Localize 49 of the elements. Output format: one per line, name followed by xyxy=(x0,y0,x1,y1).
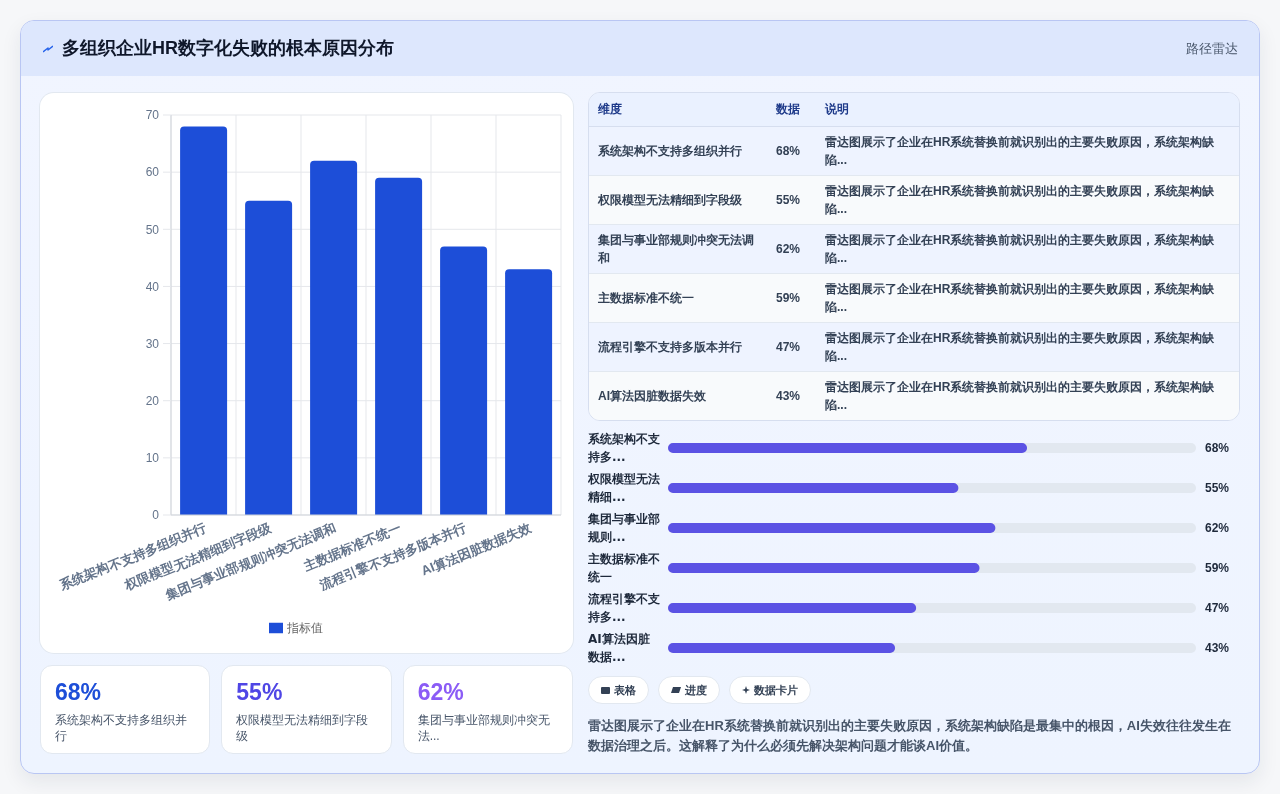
y-tick-label: 20 xyxy=(145,393,160,408)
text: 雷达图展示了企业在HR系统替换前就识别出的主要失败原因，系统架构缺陷是最集中的根因，AI失效往往发生在数据治理之后。这解释了为什么必须先解决架构问题才能谈AI价值。 xyxy=(588,717,1232,755)
category-label: 系统架构不支持多组织并行 xyxy=(55,712,188,744)
y-tick-label: 40 xyxy=(145,279,160,294)
y-tick-label: 70 xyxy=(145,108,160,123)
category-label: 权限模型无法精细到字段级 xyxy=(589,175,773,224)
text: 路径雷达 xyxy=(1186,40,1238,58)
table-row: 流程引擎不支持多版本并行 47% 雷达图展示了企业在HR系统替换前就识别出的主要失败原因，系统架构缺陷... xyxy=(589,322,1239,371)
table-row: AI算法因脏数据失效 43% 雷达图展示了企业在HR系统替换前就识别出的主要失败原因，系统架构缺陷... xyxy=(589,371,1239,420)
category-label: 权限模型无法精细到字段级 xyxy=(236,712,370,744)
text: 68% xyxy=(55,679,102,705)
chart-title: 多组织企业HR数字化失败的根本原因分布 xyxy=(62,37,394,60)
category-label: 流程引擎不支持多版本并行 xyxy=(589,322,773,371)
y-tick-label: 权限模型无法精细... xyxy=(587,472,660,504)
category-label: 表格 xyxy=(614,682,636,698)
bar xyxy=(180,126,228,515)
y-tick-label: 系统架构不支持多... xyxy=(587,432,660,464)
category-label: 集团与事业部规则冲突无法调和 xyxy=(589,224,773,273)
table-header: 维度 数据 说明 xyxy=(589,93,1239,126)
table-row: 集团与事业部规则冲突无法调和 62% 雷达图展示了企业在HR系统替换前就识别出的主要失败原因，系统架构缺陷... xyxy=(589,224,1239,273)
y-tick-label: 10 xyxy=(145,451,160,466)
data-label: 43% xyxy=(1205,641,1230,655)
y-tick-label: 50 xyxy=(145,222,160,237)
y-tick-label: 60 xyxy=(145,165,160,180)
y-tick-label: AI算法因脏数据... xyxy=(587,632,650,664)
y-tick-label: 流程引擎不支持多... xyxy=(587,592,660,624)
data-label: 55% xyxy=(1205,481,1230,495)
bar xyxy=(310,160,358,515)
category-label: 系统架构不支持多组织并行 xyxy=(597,142,743,160)
bar xyxy=(505,269,553,515)
data-label: 62% xyxy=(1205,521,1230,535)
bar xyxy=(245,200,293,515)
y-tick-label: 0 xyxy=(152,508,160,523)
category-label: 集团与事业部规则冲突无法... xyxy=(417,712,551,744)
data-label: 59% xyxy=(1205,561,1230,575)
legend-label: 指标值 xyxy=(286,621,323,635)
table-row: 主数据标准不统一 59% 雷达图展示了企业在HR系统替换前就识别出的主要失败原因，系统架构缺陷... xyxy=(589,273,1239,322)
y-tick-label: 集团与事业部规则... xyxy=(587,512,660,544)
text: 55% xyxy=(236,679,283,705)
data-label: 47% xyxy=(1205,601,1230,615)
data-label: 68% xyxy=(1205,441,1230,455)
text: 62% xyxy=(417,679,464,705)
y-tick-label: 30 xyxy=(145,336,160,351)
table-row: 权限模型无法精细到字段级 55% 雷达图展示了企业在HR系统替换前就识别出的主要失败原因，系统架构缺陷... xyxy=(589,175,1239,224)
category-label: 数据卡片 xyxy=(754,682,798,698)
category-label: AI算法因脏数据失效 xyxy=(589,371,773,420)
category-label: 进度 xyxy=(685,682,707,698)
bar xyxy=(375,177,423,515)
bar xyxy=(440,246,488,515)
